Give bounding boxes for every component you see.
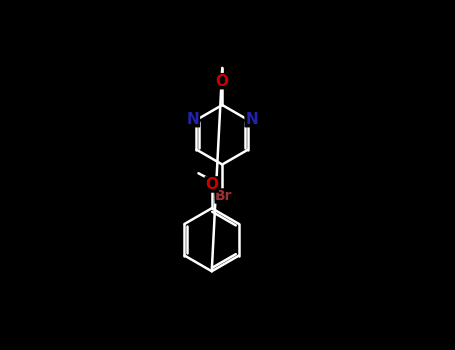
Text: N: N [245, 112, 258, 127]
Text: N: N [187, 112, 199, 127]
Text: Br: Br [215, 189, 233, 203]
Text: O: O [216, 74, 229, 89]
Text: O: O [205, 177, 218, 192]
